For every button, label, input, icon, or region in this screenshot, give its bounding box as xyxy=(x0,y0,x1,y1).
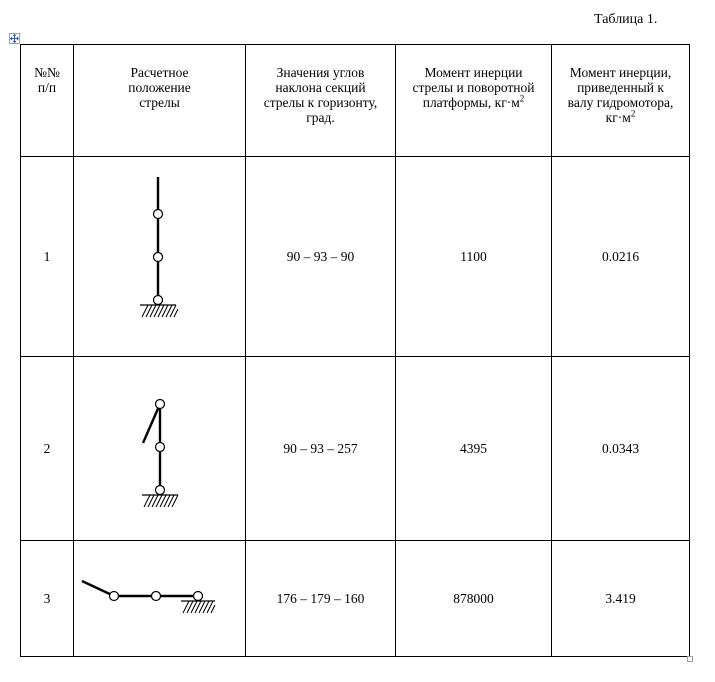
cell-number: 3 xyxy=(20,540,74,657)
data-table: №№ п/п Расчетное положение стрелы Значен… xyxy=(20,44,690,657)
header-number: №№ п/п xyxy=(20,44,74,157)
cell-scheme xyxy=(73,356,246,541)
table-header-row: №№ п/п Расчетное положение стрелы Значен… xyxy=(20,44,690,157)
cell-angles: 90 – 93 – 90 xyxy=(245,156,396,357)
cell-number: 2 xyxy=(20,356,74,541)
cell-moment-platform: 878000 xyxy=(395,540,552,657)
horizontal-boom-scheme-icon xyxy=(80,579,215,613)
cell-scheme xyxy=(73,540,246,657)
table-caption: Таблица 1. xyxy=(594,12,658,27)
table-row: 1 90 – 93 – 90 1100 0.0216 xyxy=(20,156,690,357)
cell-angles: 90 – 93 – 257 xyxy=(245,356,396,541)
cell-moment-motor: 3.419 xyxy=(551,540,690,657)
table-row: 2 90 – 93 – 257 4395 0.0343 xyxy=(20,356,690,541)
table-resize-handle[interactable] xyxy=(687,656,693,662)
cell-scheme xyxy=(73,156,246,357)
header-angles: Значения углов наклона секций стрелы к г… xyxy=(245,44,396,157)
cell-angles: 176 – 179 – 160 xyxy=(245,540,396,657)
table-move-handle-icon[interactable] xyxy=(9,33,20,44)
folded-boom-scheme-icon xyxy=(141,398,178,507)
cell-moment-motor: 0.0343 xyxy=(551,356,690,541)
header-moment-motor: Момент инерции, приведенный к валу гидро… xyxy=(551,44,690,157)
cell-moment-platform: 4395 xyxy=(395,356,552,541)
header-boom-position: Расчетное положение стрелы xyxy=(73,44,246,157)
table-row: 3 176 – 179 – 160 878000 3.419 xyxy=(20,540,690,657)
header-moment-platform: Момент инерции стрелы и поворотной платф… xyxy=(395,44,552,157)
cell-moment-motor: 0.0216 xyxy=(551,156,690,357)
cell-moment-platform: 1100 xyxy=(395,156,552,357)
cell-number: 1 xyxy=(20,156,74,357)
vertical-boom-scheme-icon xyxy=(139,176,178,317)
